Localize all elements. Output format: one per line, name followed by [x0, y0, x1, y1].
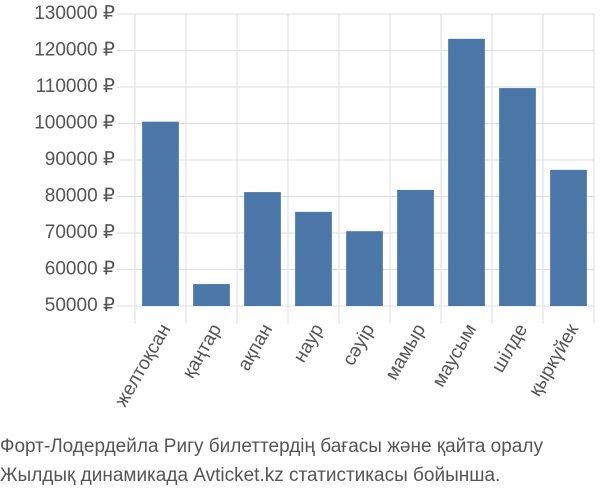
bar: [550, 169, 587, 306]
chart-title: Форт-Лодердейла Ригу билеттердің бағасы …: [0, 436, 543, 457]
y-tick-label: 70000 ₽: [45, 222, 115, 243]
y-tick-label: 90000 ₽: [45, 149, 115, 170]
bar: [448, 38, 485, 306]
x-tick-label: ақпан: [234, 321, 277, 375]
x-tick-label: мамыр: [382, 321, 431, 384]
y-tick-label: 50000 ₽: [45, 295, 115, 316]
y-tick-label: 120000 ₽: [34, 40, 115, 61]
x-tick-label: қыркүйек: [525, 320, 583, 400]
x-tick-label: желтоқсан: [111, 321, 175, 411]
y-tick-label: 110000 ₽: [36, 76, 115, 97]
x-tick-label: қаңтар: [178, 321, 226, 383]
x-tick-label: шілде: [488, 321, 532, 377]
bar: [295, 211, 332, 306]
bar: [397, 189, 434, 306]
bar: [244, 192, 281, 306]
x-tick-label: наур: [290, 321, 329, 367]
y-tick-label: 80000 ₽: [45, 186, 115, 207]
x-tick-label: маусым: [429, 321, 482, 391]
y-tick-label: 60000 ₽: [45, 259, 115, 280]
bar: [499, 88, 536, 306]
bar: [193, 284, 230, 306]
x-tick-label: сәуір: [339, 321, 379, 370]
bar: [346, 231, 383, 306]
chart-subtitle: Жылдық динамикада Avticket.kz статистика…: [0, 465, 500, 486]
y-tick-label: 100000 ₽: [34, 113, 115, 134]
bar: [142, 121, 179, 306]
y-tick-label: 130000 ₽: [34, 3, 115, 24]
